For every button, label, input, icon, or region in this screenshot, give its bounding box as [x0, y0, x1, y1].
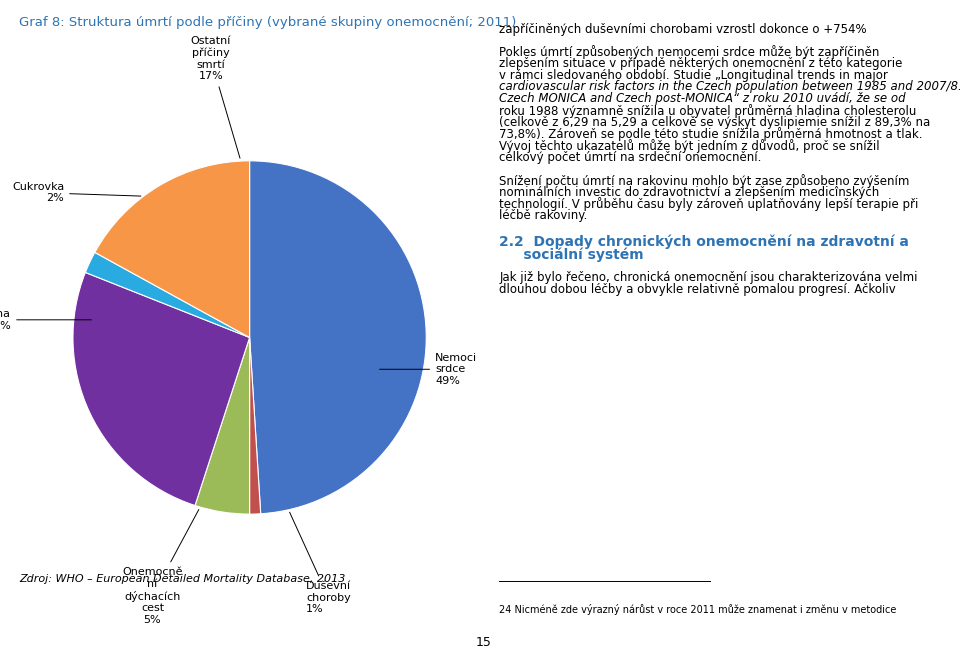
- Text: Snížení počtu úmrtí na rakovinu mohlo být zase způsobeno zvýšením: Snížení počtu úmrtí na rakovinu mohlo bý…: [499, 174, 909, 188]
- Text: zlepšením situace v případě některých onemocnění z této kategorie: zlepšením situace v případě některých on…: [499, 57, 902, 70]
- Text: roku 1988 významně snížila u obyvatel průměrná hladina cholesterolu: roku 1988 významně snížila u obyvatel pr…: [499, 104, 917, 118]
- Text: Jak již bylo řečeno, chronická onemocnění jsou charakterizována velmi: Jak již bylo řečeno, chronická onemocněn…: [499, 271, 918, 284]
- Text: Cukrovka
2%: Cukrovka 2%: [12, 182, 141, 203]
- Text: 73,8%). Zároveň se podle této studie snížila průměrná hmotnost a tlak.: 73,8%). Zároveň se podle této studie sní…: [499, 127, 923, 141]
- Wedge shape: [73, 273, 250, 506]
- Wedge shape: [250, 161, 426, 514]
- Text: Ostatní
příčiny
smrtí
17%: Ostatní příčiny smrtí 17%: [190, 36, 240, 158]
- Text: cardiovascular risk factors in the Czech population between 1985 and 2007/8.: cardiovascular risk factors in the Czech…: [499, 80, 960, 93]
- Wedge shape: [95, 161, 250, 337]
- Text: zapříčiněných duševními chorobami vzrostl dokonce o +754%: zapříčiněných duševními chorobami vzrost…: [499, 23, 867, 36]
- Text: 2.2  Dopady chronických onemocnění na zdravotní a: 2.2 Dopady chronických onemocnění na zdr…: [499, 235, 909, 249]
- Text: celkový počet úmrtí na srdeční onemocnění.: celkový počet úmrtí na srdeční onemocněn…: [499, 151, 761, 164]
- Text: Czech MONICA and Czech post-MONICA“ z roku 2010 uvádí, že se od: Czech MONICA and Czech post-MONICA“ z ro…: [499, 92, 906, 105]
- Text: Zdroj: WHO – European Detailed Mortality Database, 2013: Zdroj: WHO – European Detailed Mortality…: [19, 574, 346, 584]
- Text: technologií. V průběhu času byly zároveň uplatňovány lepší terapie při: technologií. V průběhu času byly zároveň…: [499, 197, 919, 212]
- Text: Rakovina
26%: Rakovina 26%: [0, 309, 91, 330]
- Text: nominálních investic do zdravotnictví a zlepšením medicînských: nominálních investic do zdravotnictví a …: [499, 186, 879, 199]
- Text: (celkově z 6,29 na 5,29 a celkově se výskyt dyslipiemie snížil z 89,3% na: (celkově z 6,29 na 5,29 a celkově se výs…: [499, 116, 930, 129]
- Wedge shape: [250, 337, 261, 514]
- Text: dlouhou dobou léčby a obvykle relativně pomalou progresí. Ačkoliv: dlouhou dobou léčby a obvykle relativně …: [499, 283, 896, 296]
- Text: v rámci sledovaného období. Studie „Longitudinal trends in major: v rámci sledovaného období. Studie „Long…: [499, 69, 888, 82]
- Text: 24 Nicméně zde výrazný nárůst v roce 2011 může znamenat i změnu v metodice: 24 Nicméně zde výrazný nárůst v roce 201…: [499, 604, 897, 615]
- Text: Nemoci
srdce
49%: Nemoci srdce 49%: [379, 352, 477, 386]
- Text: léčbě rakoviny.: léčbě rakoviny.: [499, 209, 588, 222]
- Text: Pokles úmrtí způsobených nemocemi srdce může být zapříčiněn: Pokles úmrtí způsobených nemocemi srdce …: [499, 45, 879, 60]
- Text: Graf 8: Struktura úmrtí podle příčiny (vybrané skupiny onemocnění; 2011): Graf 8: Struktura úmrtí podle příčiny (v…: [19, 16, 516, 29]
- Text: Vývoj těchto ukazatelů může být jedním z důvodů, proč se snížil: Vývoj těchto ukazatelů může být jedním z…: [499, 139, 879, 153]
- Wedge shape: [195, 337, 250, 514]
- Text: sociální systém: sociální systém: [499, 248, 644, 262]
- Text: Onemocně
ní
dýchacích
cest
5%: Onemocně ní dýchacích cest 5%: [122, 509, 199, 625]
- Wedge shape: [85, 252, 250, 337]
- Text: 15: 15: [475, 636, 492, 649]
- Text: Duševní
choroby
1%: Duševní choroby 1%: [290, 512, 351, 615]
